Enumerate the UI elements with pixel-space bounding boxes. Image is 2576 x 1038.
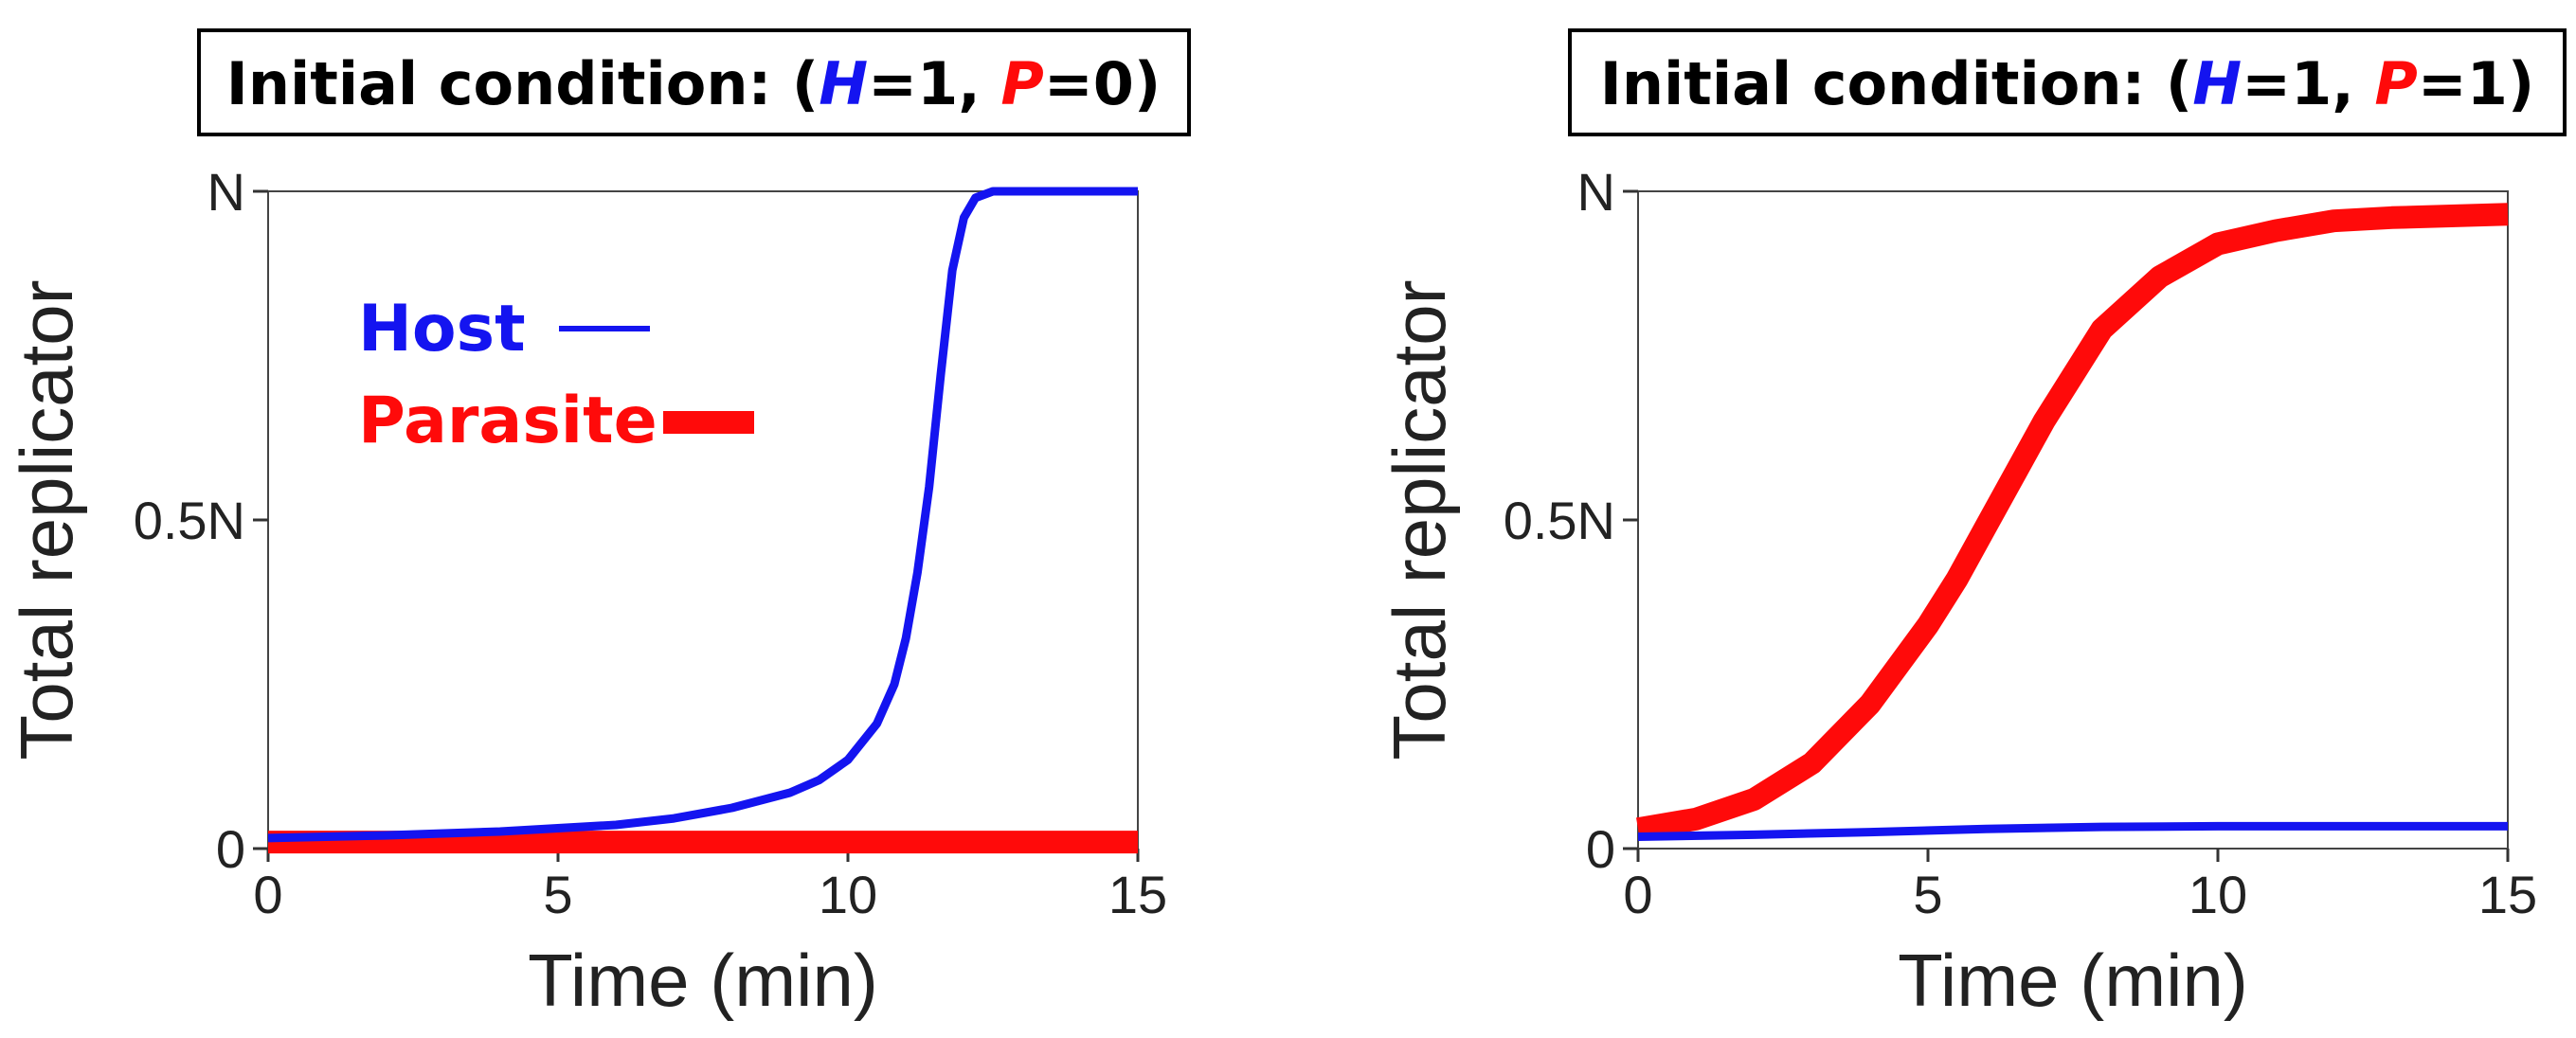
parasite-series-line [1635,203,2509,841]
x-tick-label: 15 [2478,865,2537,924]
x-tick-label: 0 [253,865,282,924]
y-tick-label: 0.5N [1504,491,1615,550]
series-group-2 [1635,203,2509,841]
y-tick-label: 0 [216,819,245,879]
x-tick-label: 0 [1623,865,1652,924]
title-box-2 [1568,28,2567,136]
x-tick-label: 10 [819,865,877,924]
host-series-line [1637,821,2508,841]
x-axis-label-1: Time (min) [528,939,878,1022]
legend-host-label: Host [358,292,526,367]
plot-frame-2 [1637,190,2509,850]
y-tick-label: N [207,162,245,222]
legend: Host Parasite [358,292,754,458]
x-tick-label: 5 [543,865,572,924]
chart-title-2: Initial condition: (H=1, P=1) [1600,49,2535,118]
host-series-line [267,187,1138,843]
y-tick-label: N [1577,162,1615,222]
series-group-1 [267,187,1138,854]
y-tick-label: 0.5N [134,491,245,550]
ticks-group-2: 0 5 10 15 0 0.5N N [1504,162,2537,924]
x-tick-label: 5 [1913,865,1942,924]
y-axis-label-2: Total replicator [1378,279,1461,760]
chart-title-1: Initial condition: (H=1, P=0) [226,49,1162,118]
chart-panel-2: Initial condition: (H=1, P=1) 0 5 10 15 0 0.5… [1378,28,2567,1022]
y-axis-label-1: Total replicator [5,279,88,760]
legend-parasite-label: Parasite [358,384,658,458]
x-tick-label: 15 [1108,865,1167,924]
chart-panel-1: Initial condition: (H=1, P=0) 0 5 10 15 0 0.5… [5,28,1191,1022]
x-tick-label: 10 [2189,865,2247,924]
y-tick-label: 0 [1586,819,1615,879]
ticks-group-1: 0 5 10 15 0 0.5N N [134,162,1167,924]
title-box-1 [197,28,1191,136]
plot-frame-1 [267,190,1139,850]
x-axis-label-2: Time (min) [1898,939,2248,1022]
